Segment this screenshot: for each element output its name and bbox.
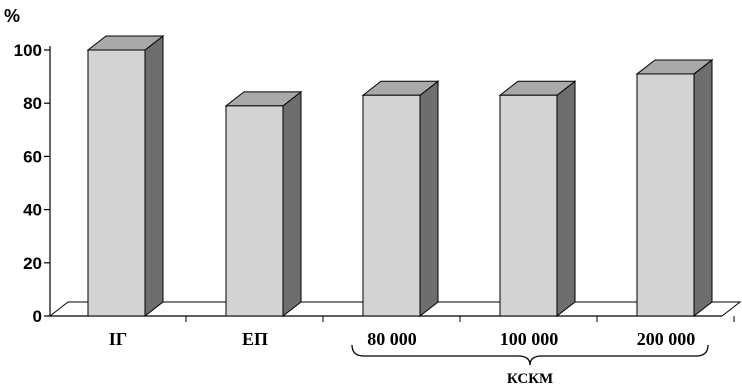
y-tick-label: 20	[23, 254, 42, 273]
x-tick-label: 80 000	[367, 329, 417, 349]
x-tick-label: ІГ	[109, 329, 127, 349]
bar-side-face	[556, 80, 576, 318]
bar-side-face	[419, 80, 439, 318]
bar	[635, 58, 714, 318]
bar	[498, 80, 577, 318]
y-tick-labels: 0 20 40 60 80 100	[14, 41, 42, 326]
y-tick-label: 40	[23, 201, 42, 220]
group-label: КСКМ	[507, 371, 553, 387]
y-tick-label: 0	[33, 307, 42, 326]
y-tick-label: 100	[14, 41, 42, 60]
bar-front-face	[636, 73, 695, 317]
group-brace	[351, 344, 709, 366]
x-tick-label: 200 000	[637, 329, 696, 349]
y-tick-label: 80	[23, 94, 42, 113]
bar-side-face	[693, 58, 713, 318]
bars	[86, 34, 714, 318]
bar-front-face	[362, 94, 421, 317]
bar	[86, 34, 165, 318]
bar	[361, 80, 440, 318]
y-tick-label: 60	[23, 147, 42, 166]
bar-side-face	[282, 90, 302, 318]
bar-front-face	[87, 49, 146, 317]
x-tick-label: ЕП	[242, 329, 268, 349]
x-tick-label: 100 000	[500, 329, 559, 349]
x-tick-labels: ІГ ЕП 80 000 100 000 200 000	[109, 329, 695, 349]
y-unit-label: %	[4, 6, 20, 26]
bar-front-face	[225, 105, 284, 317]
bar	[224, 90, 303, 318]
bar-front-face	[499, 94, 558, 317]
bar-side-face	[144, 34, 164, 318]
